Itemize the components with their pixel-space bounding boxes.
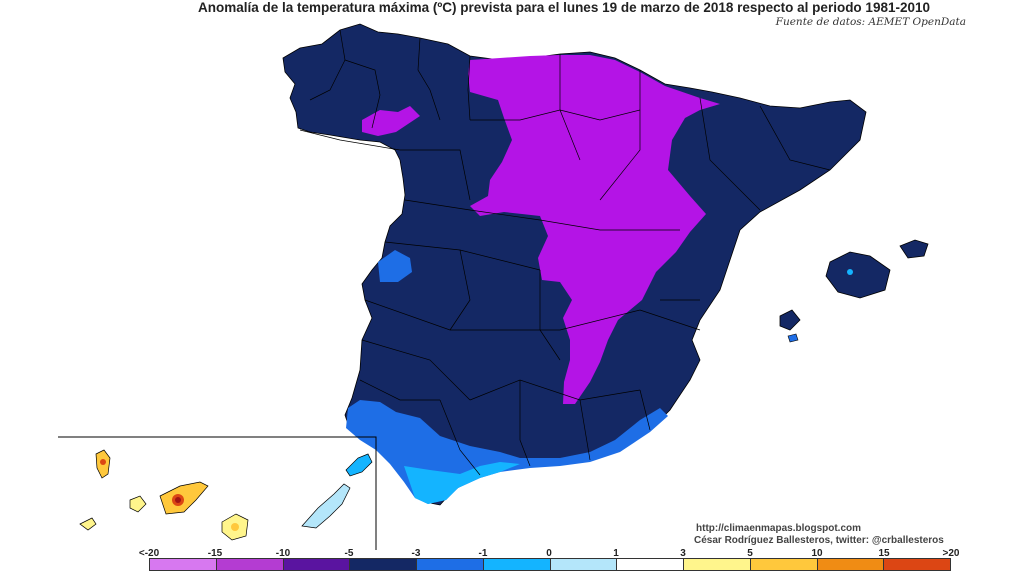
credit-author: César Rodríguez Ballesteros, twitter: @c… — [694, 535, 944, 546]
el-hierro-island — [79, 517, 97, 531]
color-legend: <-20 -15 -10 -5 -3 -1 0 1 3 5 10 15 >20 — [0, 544, 1024, 576]
legend-swatch — [283, 559, 351, 570]
legend-label: -1 — [478, 548, 488, 559]
legend-label: <-20 — [138, 548, 160, 559]
legend-swatch — [884, 559, 950, 570]
province-borders — [299, 29, 831, 476]
coastal-lightblue-south — [404, 462, 520, 504]
legend-label: 0 — [546, 548, 552, 559]
purple-galicia-strip — [362, 106, 420, 136]
coastal-blue-west — [378, 250, 412, 282]
legend-swatch — [216, 559, 284, 570]
legend-label: 1 — [613, 548, 619, 559]
ibiza-island — [779, 309, 801, 331]
legend-swatch — [483, 559, 551, 570]
legend-swatch — [817, 559, 885, 570]
canary-islands — [79, 449, 373, 541]
data-source: Fuente de datos: AEMET OpenData — [775, 16, 966, 28]
legend-label: -10 — [275, 548, 291, 559]
mallorca-lightspot — [847, 269, 853, 275]
formentera-island — [787, 333, 799, 343]
la-gomera-island — [129, 495, 147, 513]
legend-swatch — [617, 559, 684, 570]
legend-swatch — [750, 559, 818, 570]
legend-label: -15 — [207, 548, 223, 559]
lanzarote-island — [345, 453, 373, 477]
map-title: Anomalía de la temperatura máxima (ºC) p… — [198, 0, 930, 15]
legend-swatch — [417, 559, 484, 570]
tenerife-island — [159, 481, 209, 515]
canary-inset-frame — [58, 436, 377, 550]
legend-swatch — [350, 559, 417, 570]
legend-swatch — [684, 559, 751, 570]
legend-label: 3 — [680, 548, 686, 559]
legend-swatch — [550, 559, 618, 570]
legend-label: -5 — [344, 548, 354, 559]
credit-url: http://climaenmapas.blogspot.com — [696, 523, 862, 534]
legend-label: 10 — [811, 548, 823, 559]
legend-label: 5 — [747, 548, 753, 559]
legend-label: -3 — [411, 548, 421, 559]
legend-swatch — [150, 559, 217, 570]
mallorca-island — [825, 251, 891, 299]
purple-anomaly-zone — [468, 55, 720, 404]
fuerteventura-island — [301, 483, 351, 529]
legend-label: 15 — [878, 548, 890, 559]
legend-color-bar — [149, 558, 951, 571]
legend-label: >20 — [942, 548, 960, 559]
menorca-island — [899, 239, 929, 259]
